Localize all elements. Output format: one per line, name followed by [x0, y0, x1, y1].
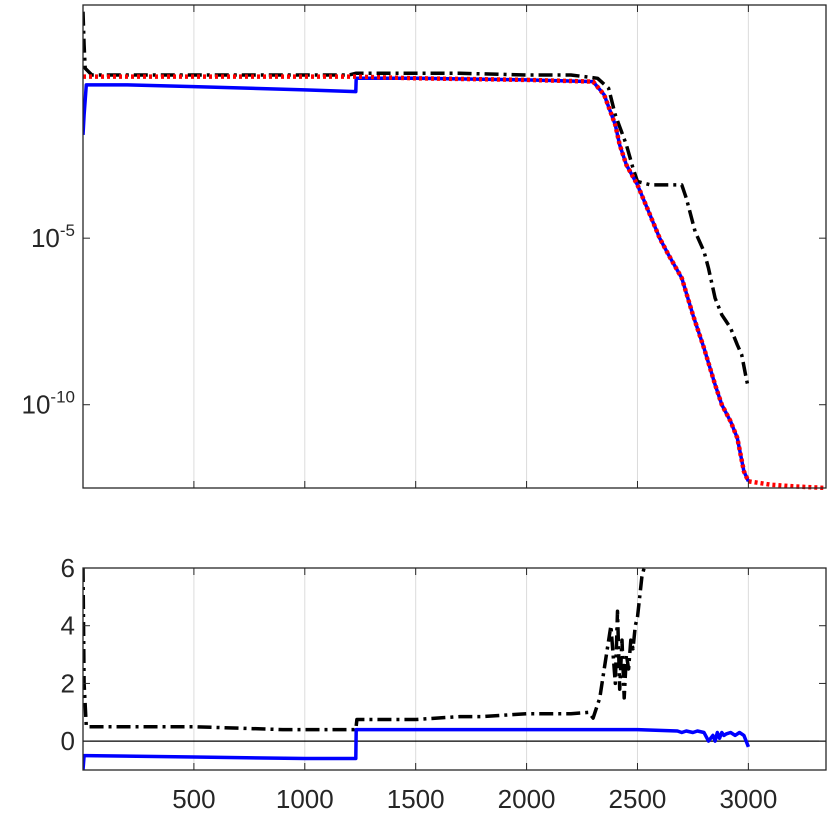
top-grid	[193, 5, 749, 488]
x-tick-label: 500	[172, 784, 215, 814]
x-tick-label: 2000	[498, 784, 556, 814]
y-tick-label: 2	[61, 668, 75, 698]
series-line-blue-solid	[83, 727, 751, 771]
x-tick-label: 3000	[719, 784, 777, 814]
top-y-tick-labels: 10-5 10-10	[22, 221, 76, 420]
y-tick-label: 6	[61, 553, 75, 583]
y-tick-label: 4	[61, 611, 75, 641]
top-tick-marks	[83, 5, 826, 488]
bottom-x-tick-labels: 500 1000 1500 2000 2500 3000	[172, 784, 777, 814]
bottom-series-group	[83, 567, 751, 771]
bottom-axes-frame	[82, 567, 827, 771]
x-tick-label: 1500	[387, 784, 445, 814]
y-tick-label: 0	[61, 726, 75, 756]
series-line-black-dashdot	[83, 567, 646, 732]
bottom-tick-marks	[83, 567, 826, 770]
y-tick-label: 10-10	[22, 388, 76, 420]
bottom-panel: 0 2 4 6 500 1000 1500 2000 2500 3000	[61, 553, 827, 814]
bottom-grid	[193, 568, 749, 770]
x-tick-label: 2500	[609, 784, 667, 814]
y-tick-label: 10-5	[31, 221, 75, 253]
series-line-black-dashdot	[83, 11, 751, 389]
series-line-red-dotted	[83, 74, 826, 490]
top-panel: 10-5 10-10	[22, 4, 827, 490]
bottom-y-tick-labels: 0 2 4 6	[61, 553, 75, 756]
x-tick-label: 1000	[276, 784, 334, 814]
top-axes-frame	[82, 4, 827, 489]
top-series-group	[83, 11, 826, 490]
